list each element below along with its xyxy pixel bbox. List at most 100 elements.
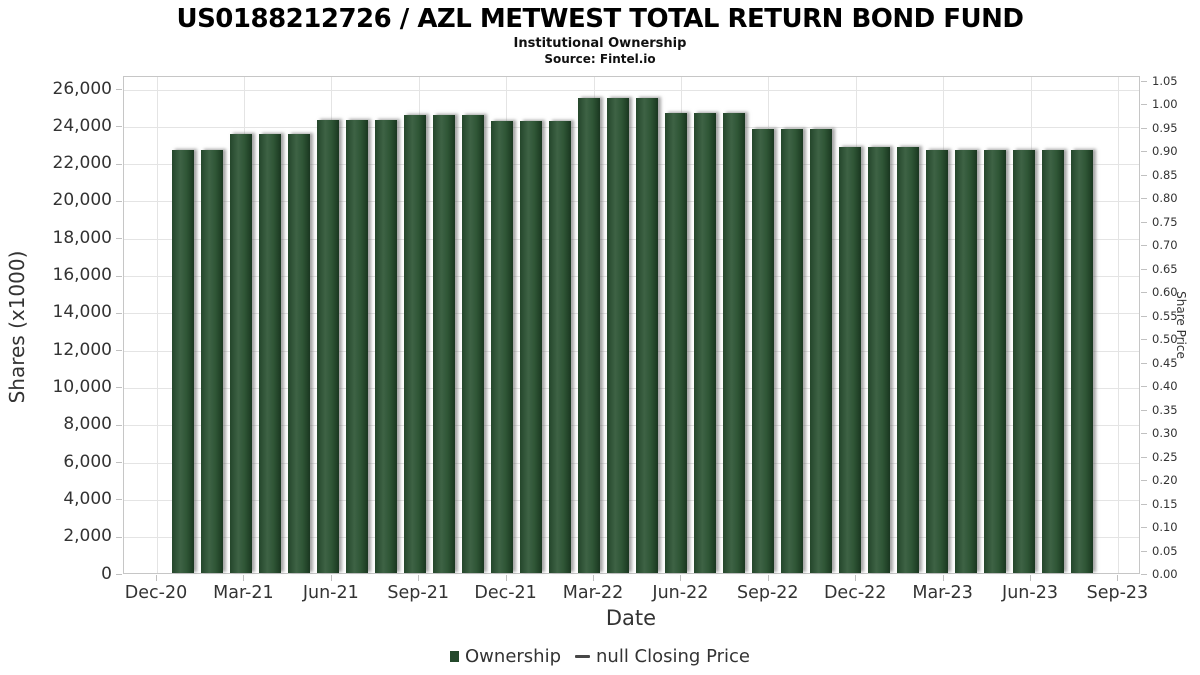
ownership-bar[interactable]	[491, 121, 513, 573]
h-gridline	[124, 126, 1139, 128]
x-axis-tick	[1030, 575, 1031, 581]
y-axis-tick-right	[1141, 386, 1147, 388]
ownership-legend-square-icon	[450, 651, 460, 662]
y-axis-tick-right	[1141, 104, 1147, 106]
ownership-bar[interactable]	[433, 114, 455, 573]
y-axis-tick-right	[1141, 362, 1147, 364]
ownership-bar[interactable]	[201, 149, 223, 573]
ownership-bar[interactable]	[839, 147, 861, 573]
y-axis-tick-right	[1141, 198, 1147, 200]
ownership-bar[interactable]	[578, 98, 600, 573]
y-axis-tick-right	[1141, 315, 1147, 317]
y-axis-label-right: 1.00	[1152, 97, 1178, 112]
legend-item-closing-price[interactable]: null Closing Price	[575, 646, 750, 667]
y-axis-tick-left	[116, 387, 122, 389]
y-axis-tick-right	[1141, 480, 1147, 482]
ownership-bar[interactable]	[926, 150, 948, 573]
y-axis-label-right: 0.60	[1152, 285, 1178, 300]
y-axis-label-left: 22,000	[52, 153, 112, 174]
y-axis-label-left: 24,000	[52, 115, 112, 136]
y-axis-label-right: 0.80	[1152, 191, 1178, 206]
y-axis-tick-left	[116, 462, 122, 464]
x-axis-tick	[855, 575, 857, 581]
y-axis-tick-left	[116, 200, 122, 202]
chart-title: US0188212726 / AZL METWEST TOTAL RETURN …	[176, 4, 1024, 34]
ownership-bar[interactable]	[897, 147, 919, 573]
y-axis-tick-right	[1141, 456, 1147, 458]
h-gridline	[124, 276, 1139, 278]
ownership-bar[interactable]	[172, 149, 194, 573]
ownership-bar[interactable]	[404, 114, 426, 573]
ownership-bar[interactable]	[1042, 150, 1064, 573]
y-axis-label-right: 0.65	[1152, 261, 1178, 276]
y-axis-label-left: 4,000	[63, 488, 112, 509]
y-axis-label-right: 0.35	[1152, 402, 1178, 417]
v-gridline	[1117, 77, 1119, 573]
ownership-bar[interactable]	[694, 113, 716, 573]
y-axis-tick-right	[1141, 151, 1147, 153]
y-axis-tick-right	[1141, 433, 1147, 435]
h-gridline	[124, 462, 1139, 464]
x-axis-tick	[330, 575, 332, 581]
y-axis-label-right: 1.05	[1152, 73, 1178, 88]
ownership-bar[interactable]	[317, 120, 339, 573]
y-axis-tick-right	[1141, 409, 1147, 411]
ownership-bar[interactable]	[636, 98, 658, 573]
ownership-bar[interactable]	[549, 121, 571, 573]
ownership-bar[interactable]	[752, 129, 774, 573]
ownership-bar[interactable]	[1013, 150, 1035, 573]
h-gridline	[124, 425, 1139, 427]
x-axis-label: Sep-23	[1086, 583, 1149, 603]
y-axis-tick-right	[1141, 292, 1147, 294]
ownership-bar[interactable]	[230, 133, 252, 573]
ownership-bar[interactable]	[984, 150, 1006, 573]
y-axis-label-right: 0.40	[1152, 379, 1178, 394]
h-gridline	[124, 350, 1139, 352]
ownership-bar[interactable]	[723, 113, 745, 573]
y-axis-label-left: 14,000	[52, 302, 112, 323]
y-axis-label-left: 10,000	[52, 376, 112, 397]
y-axis-label-left: 20,000	[52, 190, 112, 211]
ownership-bar[interactable]	[665, 113, 687, 573]
ownership-bar[interactable]	[781, 129, 803, 573]
y-axis-tick-right	[1141, 127, 1147, 129]
ownership-bar[interactable]	[607, 98, 629, 573]
y-axis-label-right: 0.70	[1152, 238, 1178, 253]
y-axis-tick-left	[116, 163, 122, 165]
y-axis-tick-left	[116, 312, 122, 314]
ownership-bar[interactable]	[520, 121, 542, 573]
x-axis-title: Date	[605, 606, 657, 630]
x-axis-label: Mar-21	[213, 583, 274, 603]
y-axis-label-left: 0	[101, 563, 112, 584]
y-axis-tick-right	[1141, 574, 1147, 575]
y-axis-label-left: 26,000	[52, 78, 112, 99]
ownership-legend-label: Ownership	[465, 646, 562, 667]
y-axis-label-right: 0.20	[1152, 473, 1178, 488]
y-axis-label-right: 0.45	[1152, 355, 1178, 370]
x-axis-tick	[505, 575, 507, 581]
chart-subtitle: Institutional Ownership	[513, 36, 687, 51]
ownership-bar[interactable]	[288, 133, 310, 573]
h-gridline	[124, 499, 1139, 501]
y-axis-tick-left	[116, 89, 122, 91]
ownership-bar[interactable]	[810, 129, 832, 573]
x-axis-tick	[593, 575, 594, 581]
ownership-bar[interactable]	[955, 150, 977, 573]
y-axis-label-right: 0.75	[1152, 214, 1178, 229]
x-axis-label: Dec-22	[823, 583, 887, 603]
ownership-bar[interactable]	[868, 147, 890, 573]
ownership-bar[interactable]	[375, 120, 397, 573]
ownership-bar[interactable]	[1071, 150, 1093, 573]
h-gridline	[124, 164, 1139, 166]
y-axis-tick-right	[1141, 503, 1147, 505]
y-axis-tick-right	[1141, 268, 1147, 270]
y-axis-label-right: 0.15	[1152, 496, 1178, 511]
y-axis-label-right: 0.85	[1152, 167, 1178, 182]
h-gridline	[124, 238, 1139, 240]
ownership-bar[interactable]	[462, 114, 484, 573]
x-axis-label: Sep-21	[387, 583, 449, 603]
ownership-bar[interactable]	[346, 120, 368, 573]
legend-item-ownership[interactable]: Ownership	[450, 646, 561, 667]
ownership-bar[interactable]	[259, 133, 281, 573]
closing-price-legend-label: null Closing Price	[596, 646, 750, 667]
